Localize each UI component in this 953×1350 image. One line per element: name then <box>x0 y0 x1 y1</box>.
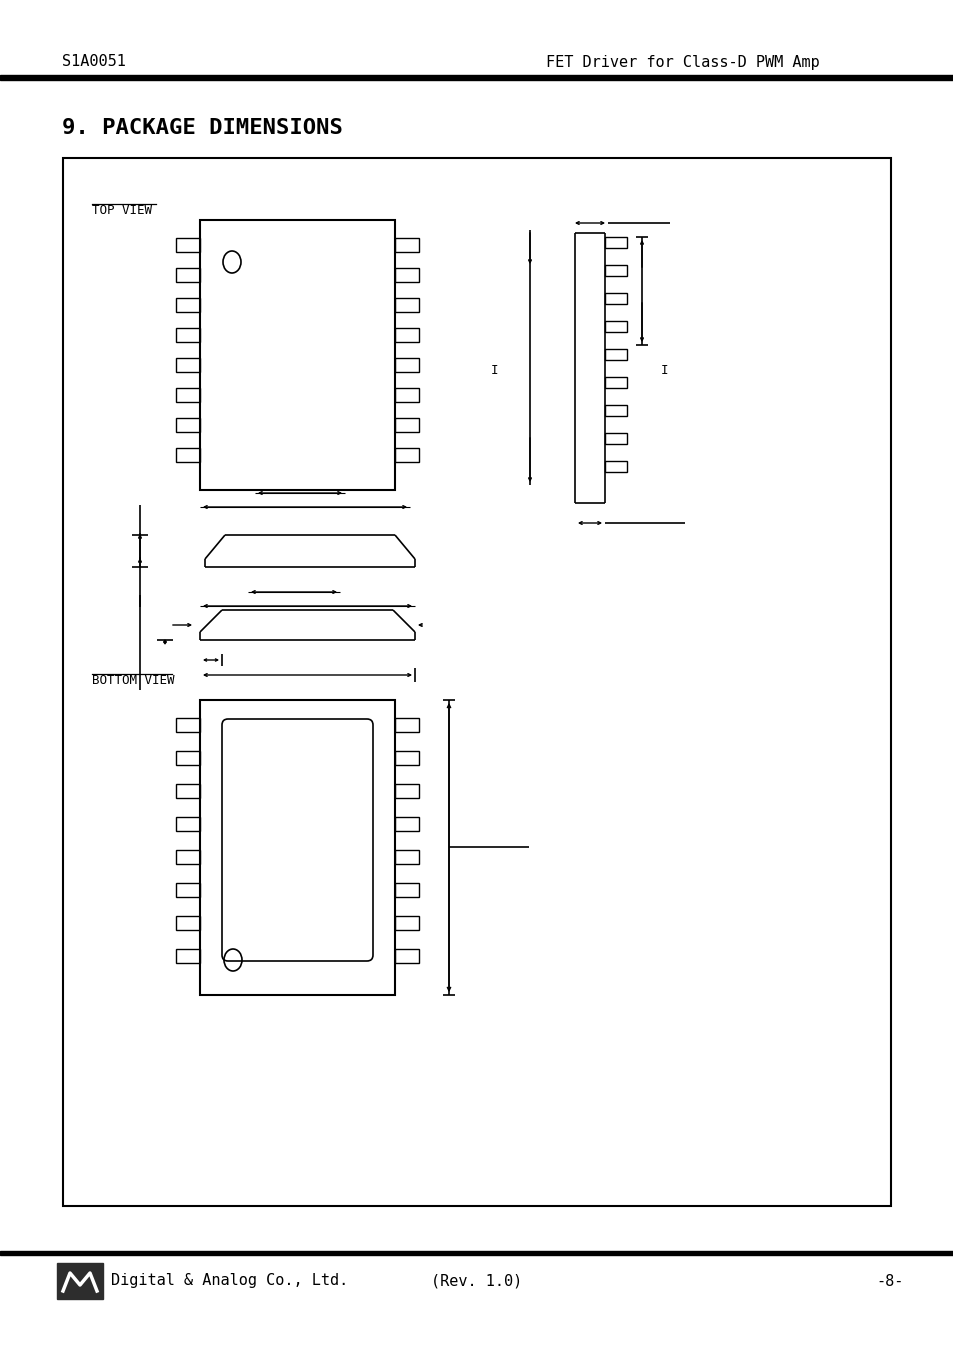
Bar <box>175 949 200 963</box>
Bar <box>175 269 200 282</box>
Text: I: I <box>660 363 668 377</box>
Bar <box>175 328 200 342</box>
Bar <box>200 220 395 490</box>
Bar <box>395 328 418 342</box>
Bar <box>395 269 418 282</box>
Bar <box>395 883 418 896</box>
Bar <box>200 701 395 995</box>
Bar <box>175 238 200 252</box>
Bar <box>604 405 626 416</box>
Bar <box>175 917 200 930</box>
Bar <box>0 1251 953 1256</box>
FancyBboxPatch shape <box>222 720 373 961</box>
Text: 9. PACKAGE DIMENSIONS: 9. PACKAGE DIMENSIONS <box>62 117 342 138</box>
Bar <box>395 784 418 798</box>
Bar <box>395 418 418 432</box>
Bar <box>63 158 890 1206</box>
Bar <box>175 718 200 732</box>
Bar <box>175 883 200 896</box>
Text: TOP VIEW: TOP VIEW <box>91 204 152 216</box>
Bar <box>175 448 200 462</box>
Bar <box>57 1264 103 1299</box>
Bar <box>175 358 200 373</box>
Bar <box>175 418 200 432</box>
Text: BOTTOM VIEW: BOTTOM VIEW <box>91 674 174 687</box>
Bar <box>175 817 200 832</box>
Bar <box>395 949 418 963</box>
Bar <box>175 850 200 864</box>
Text: S1A0051: S1A0051 <box>62 54 126 69</box>
Bar <box>175 751 200 765</box>
Bar <box>604 293 626 304</box>
Bar <box>395 850 418 864</box>
Bar <box>604 350 626 360</box>
Text: Digital & Analog Co., Ltd.: Digital & Analog Co., Ltd. <box>111 1273 348 1288</box>
Bar <box>395 718 418 732</box>
Bar <box>395 387 418 402</box>
Text: I: I <box>491 363 498 377</box>
Bar <box>175 387 200 402</box>
Bar <box>604 265 626 275</box>
Bar <box>395 751 418 765</box>
Bar <box>395 448 418 462</box>
Bar <box>175 298 200 312</box>
Bar <box>395 358 418 373</box>
Bar <box>395 238 418 252</box>
Text: (Rev. 1.0): (Rev. 1.0) <box>431 1273 522 1288</box>
Bar <box>395 298 418 312</box>
Bar <box>604 377 626 387</box>
Bar <box>395 917 418 930</box>
Bar <box>604 433 626 444</box>
Bar <box>604 321 626 332</box>
Bar <box>0 76 953 80</box>
Text: -8-: -8- <box>876 1273 902 1288</box>
Bar <box>604 238 626 248</box>
Text: FET Driver for Class-D PWM Amp: FET Driver for Class-D PWM Amp <box>546 54 820 69</box>
Bar <box>175 784 200 798</box>
Bar <box>604 460 626 472</box>
Bar <box>395 817 418 832</box>
